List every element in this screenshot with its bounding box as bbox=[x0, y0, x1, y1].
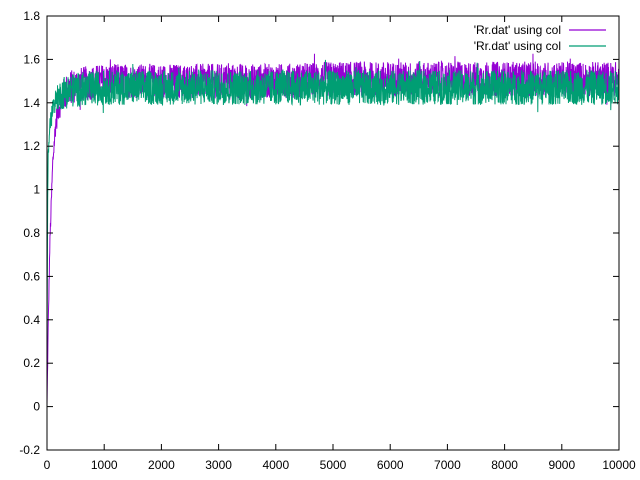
y-tick-label: 0.8 bbox=[23, 226, 40, 240]
x-tick-label: 4000 bbox=[262, 458, 289, 472]
series-line-1 bbox=[46, 53, 620, 405]
y-tick-label: 0 bbox=[33, 400, 40, 414]
y-tick-label: 0.6 bbox=[23, 269, 40, 283]
y-tick-label: 1.4 bbox=[23, 96, 40, 110]
y-tick-label: 1.2 bbox=[23, 139, 40, 153]
x-tick-label: 1000 bbox=[91, 458, 118, 472]
series-layer bbox=[46, 53, 620, 405]
x-tick-label: 2000 bbox=[148, 458, 175, 472]
legend-label-2: 'Rr.dat' using col bbox=[474, 39, 561, 53]
y-tick-label: -0.2 bbox=[19, 443, 40, 457]
x-tick-label: 7000 bbox=[434, 458, 461, 472]
x-tick-label: 9000 bbox=[548, 458, 575, 472]
y-tick-label: 0.4 bbox=[23, 313, 40, 327]
x-tick-label: 3000 bbox=[205, 458, 232, 472]
y-tick-label: 1.6 bbox=[23, 52, 40, 66]
series-line-2 bbox=[46, 59, 620, 359]
x-tick-label: 0 bbox=[44, 458, 51, 472]
x-tick-label: 10000 bbox=[602, 458, 636, 472]
x-tick-label: 5000 bbox=[320, 458, 347, 472]
y-tick-label: 0.2 bbox=[23, 356, 40, 370]
x-tick-label: 6000 bbox=[377, 458, 404, 472]
y-tick-label: 1.8 bbox=[23, 9, 40, 23]
y-tick-label: 1 bbox=[33, 183, 40, 197]
ticks-layer: 0 1000 2000 3000 4000 5000 6000 7000 8000 9000 100… bbox=[19, 9, 636, 472]
legend-label-1: 'Rr.dat' using col bbox=[474, 23, 561, 37]
legend: 'Rr.dat' using col 'Rr.dat' using col bbox=[474, 23, 606, 53]
x-tick-label: 8000 bbox=[491, 458, 518, 472]
